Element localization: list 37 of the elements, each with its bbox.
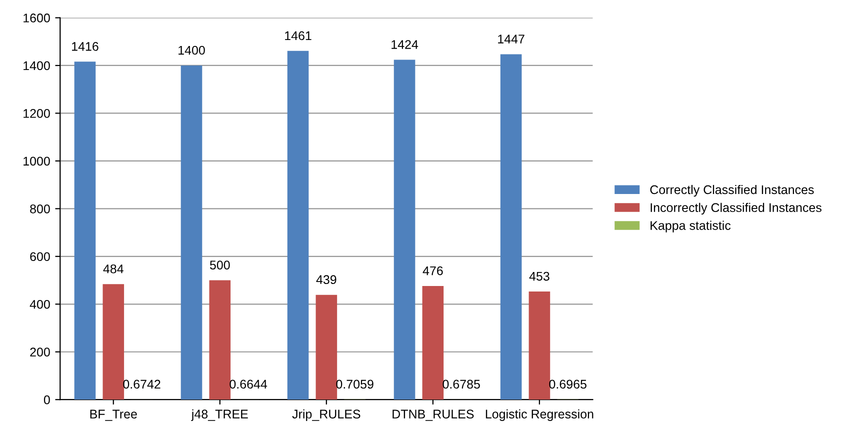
y-tick-label: 1400 xyxy=(24,61,50,70)
bar xyxy=(316,294,338,400)
data-label: 484 xyxy=(103,264,124,274)
legend-label: Incorrectly Classified Instances xyxy=(650,202,822,215)
bar xyxy=(528,291,550,400)
data-label: 1447 xyxy=(498,34,524,44)
bar xyxy=(422,286,444,400)
x-tick-label: BF_Tree xyxy=(90,410,137,421)
y-tick-label: 600 xyxy=(30,252,50,262)
data-label: 439 xyxy=(316,275,336,284)
x-tick-label: DTNB_RULES xyxy=(392,410,474,421)
y-tick-label: 1600 xyxy=(24,14,50,22)
legend-label: Kappa statistic xyxy=(650,220,731,232)
bar xyxy=(287,50,309,400)
y-tick-label: 1200 xyxy=(24,109,50,118)
data-label: 1424 xyxy=(392,40,418,49)
bar xyxy=(74,62,96,400)
legend-label: Correctly Classified Instances xyxy=(650,184,814,197)
y-tick-label: 200 xyxy=(30,348,50,357)
y-tick-label: 0 xyxy=(44,395,50,404)
x-tick-label: j48_TREE xyxy=(191,409,248,421)
x-tick-label: Logistic Regression xyxy=(486,409,594,421)
data-label: 1461 xyxy=(285,31,312,40)
bar xyxy=(209,280,231,400)
y-tick-label: 400 xyxy=(30,300,50,309)
bar xyxy=(500,54,522,400)
bar xyxy=(394,60,416,400)
data-label: 1416 xyxy=(72,42,98,51)
data-label: 476 xyxy=(422,266,443,276)
x-tick-label: Jrip_RULES xyxy=(292,409,360,421)
data-label: 500 xyxy=(210,260,230,270)
bar xyxy=(102,284,124,400)
bar xyxy=(180,65,202,400)
y-tick-label: 800 xyxy=(30,204,50,214)
data-label: 1400 xyxy=(178,46,205,55)
y-tick-label: 1000 xyxy=(24,156,50,166)
data-label: 453 xyxy=(529,272,550,281)
